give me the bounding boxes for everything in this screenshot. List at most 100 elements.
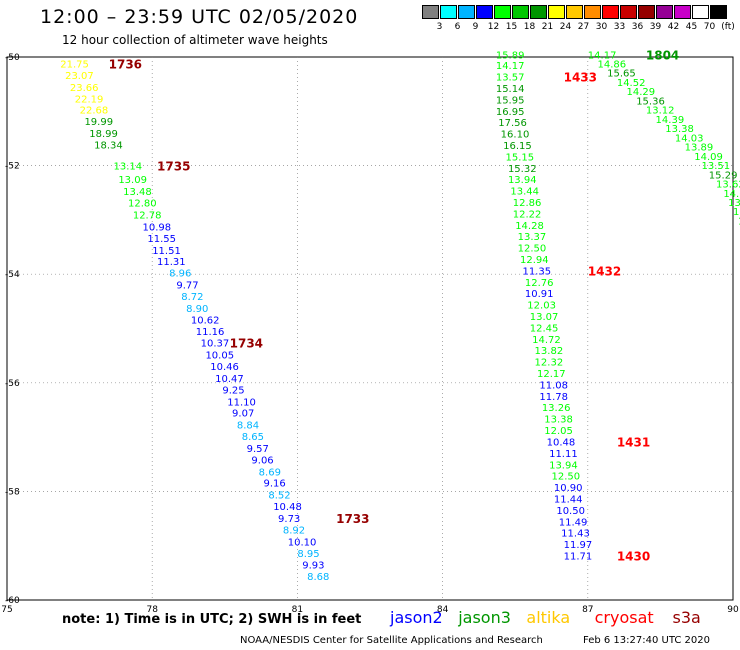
wave-height-value: 18.34	[94, 140, 123, 151]
wave-height-value: 10.46	[210, 362, 239, 373]
wave-height-value: 9.57	[247, 444, 269, 455]
wave-height-value: 14.09	[694, 152, 723, 163]
wave-height-value: 15.14	[496, 84, 525, 95]
wave-height-value: 14.03	[675, 133, 704, 144]
wave-height-value: 9.07	[232, 409, 254, 420]
wave-height-value: 8.90	[186, 304, 208, 315]
wave-height-value: 11.55	[147, 234, 176, 245]
wave-height-value: 12.86	[513, 198, 542, 209]
wave-height-value: 10.10	[288, 537, 317, 548]
wave-height-value: 12.80	[128, 199, 157, 210]
satellite-label-jason3: jason3	[458, 608, 511, 627]
wave-height-value: 18.99	[89, 129, 118, 140]
scale-label: 27	[577, 22, 590, 32]
scale-swatch	[620, 5, 637, 19]
wave-height-value: 14.29	[627, 87, 656, 98]
wave-height-value: 12.76	[525, 278, 554, 289]
wave-height-value: 10.48	[273, 502, 302, 513]
scale-swatch	[422, 5, 439, 19]
wave-height-value: 13.38	[665, 124, 694, 135]
wave-height-value: 9.06	[251, 455, 273, 466]
y-tick-label: -50	[5, 53, 20, 63]
pass-time-label: 1735	[157, 160, 190, 174]
satellite-label-cryosat: cryosat	[594, 608, 654, 627]
map-frame	[6, 56, 734, 601]
scale-label: 12	[487, 22, 500, 32]
wave-height-value: 13.17	[733, 207, 740, 218]
wave-height-value: 13.51	[702, 161, 731, 172]
wave-height-value: 13.94	[508, 175, 537, 186]
scale-label: 15	[505, 22, 518, 32]
wave-height-value: 12.22	[513, 209, 542, 220]
wave-height-value: 11.71	[564, 551, 593, 562]
scale-swatch	[476, 5, 493, 19]
scale-label: 24	[559, 22, 572, 32]
scale-label: 33	[613, 22, 626, 32]
wave-height-value: 21.75	[60, 60, 89, 71]
wave-height-value: 15.89	[496, 50, 525, 61]
wave-height-value: 15.36	[636, 96, 665, 107]
scale-label: 30	[595, 22, 608, 32]
wave-height-value: 15.32	[508, 164, 537, 175]
scale-swatch	[692, 5, 709, 19]
wave-height-value: 9.93	[302, 561, 324, 572]
page-subtitle: 12 hour collection of altimeter wave hei…	[62, 33, 328, 47]
wave-height-value: 13.89	[685, 143, 714, 154]
wave-height-value: 12.45	[530, 323, 559, 334]
wave-height-value: 13.62	[716, 180, 740, 191]
wave-height-value: 19.99	[84, 117, 113, 128]
wave-height-value: 11.51	[152, 246, 181, 257]
wave-height-value: 11.16	[196, 327, 225, 338]
scale-label: 6	[454, 22, 461, 32]
pass-time-label: 1430	[617, 549, 650, 563]
y-tick-label: -54	[5, 270, 20, 280]
wave-height-value: 16.10	[501, 130, 530, 141]
wave-height-value: 8.95	[297, 549, 319, 560]
wave-height-value: 11.11	[549, 449, 578, 460]
wave-height-value: 1	[738, 216, 740, 227]
x-tick-label: 81	[292, 605, 303, 615]
wave-height-value: 15.15	[506, 152, 535, 163]
wave-height-value: 10.91	[525, 289, 554, 300]
wave-height-value: 14.17	[588, 50, 617, 61]
footer-note: note: 1) Time is in UTC; 2) SWH is in fe…	[62, 612, 362, 627]
scale-label: 36	[631, 22, 644, 32]
wave-height-value: 9.73	[278, 514, 300, 525]
wave-height-value: 10.48	[547, 437, 576, 448]
wave-height-value: 13.07	[530, 312, 559, 323]
scale-unit: (ft)	[721, 22, 735, 32]
wave-height-value: 15.65	[607, 69, 636, 80]
wave-height-value: 8.92	[283, 525, 305, 536]
wave-height-value: 14.52	[617, 78, 646, 89]
scale-swatch	[530, 5, 547, 19]
scale-swatch	[602, 5, 619, 19]
wave-height-value: 16.15	[503, 141, 532, 152]
wave-height-value: 14.28	[515, 221, 544, 232]
x-tick-label: 90	[727, 605, 739, 615]
wave-height-value: 13.83	[728, 198, 740, 209]
scale-swatch	[494, 5, 511, 19]
wave-height-value: 10.47	[215, 374, 244, 385]
wave-height-value: 8.68	[307, 572, 329, 583]
x-tick-label: 87	[582, 605, 593, 615]
wave-height-value: 16.95	[496, 107, 525, 118]
wave-height-value: 15.29	[709, 170, 738, 181]
wave-height-value: 13.82	[535, 346, 564, 357]
satellite-label-altika: altika	[526, 608, 571, 627]
pass-time-label: 1736	[109, 58, 142, 72]
satellite-label-s3a: s3a	[672, 608, 701, 627]
wave-height-value: 8.72	[181, 292, 203, 303]
wave-height-value: 10.62	[191, 315, 220, 326]
wave-height-value: 14.17	[496, 61, 525, 72]
pass-time-label: 1804	[646, 48, 679, 62]
wave-height-value: 13.26	[542, 403, 571, 414]
pass-time-label: 1733	[336, 512, 369, 526]
wave-height-value: 11.10	[227, 397, 256, 408]
wave-height-value: 13.44	[510, 187, 539, 198]
wave-height-value: 8.65	[242, 432, 264, 443]
wave-height-value: 12.03	[527, 301, 556, 312]
wave-height-value: 9.16	[264, 479, 286, 490]
wave-height-value: 11.08	[539, 380, 568, 391]
scale-swatch	[674, 5, 691, 19]
